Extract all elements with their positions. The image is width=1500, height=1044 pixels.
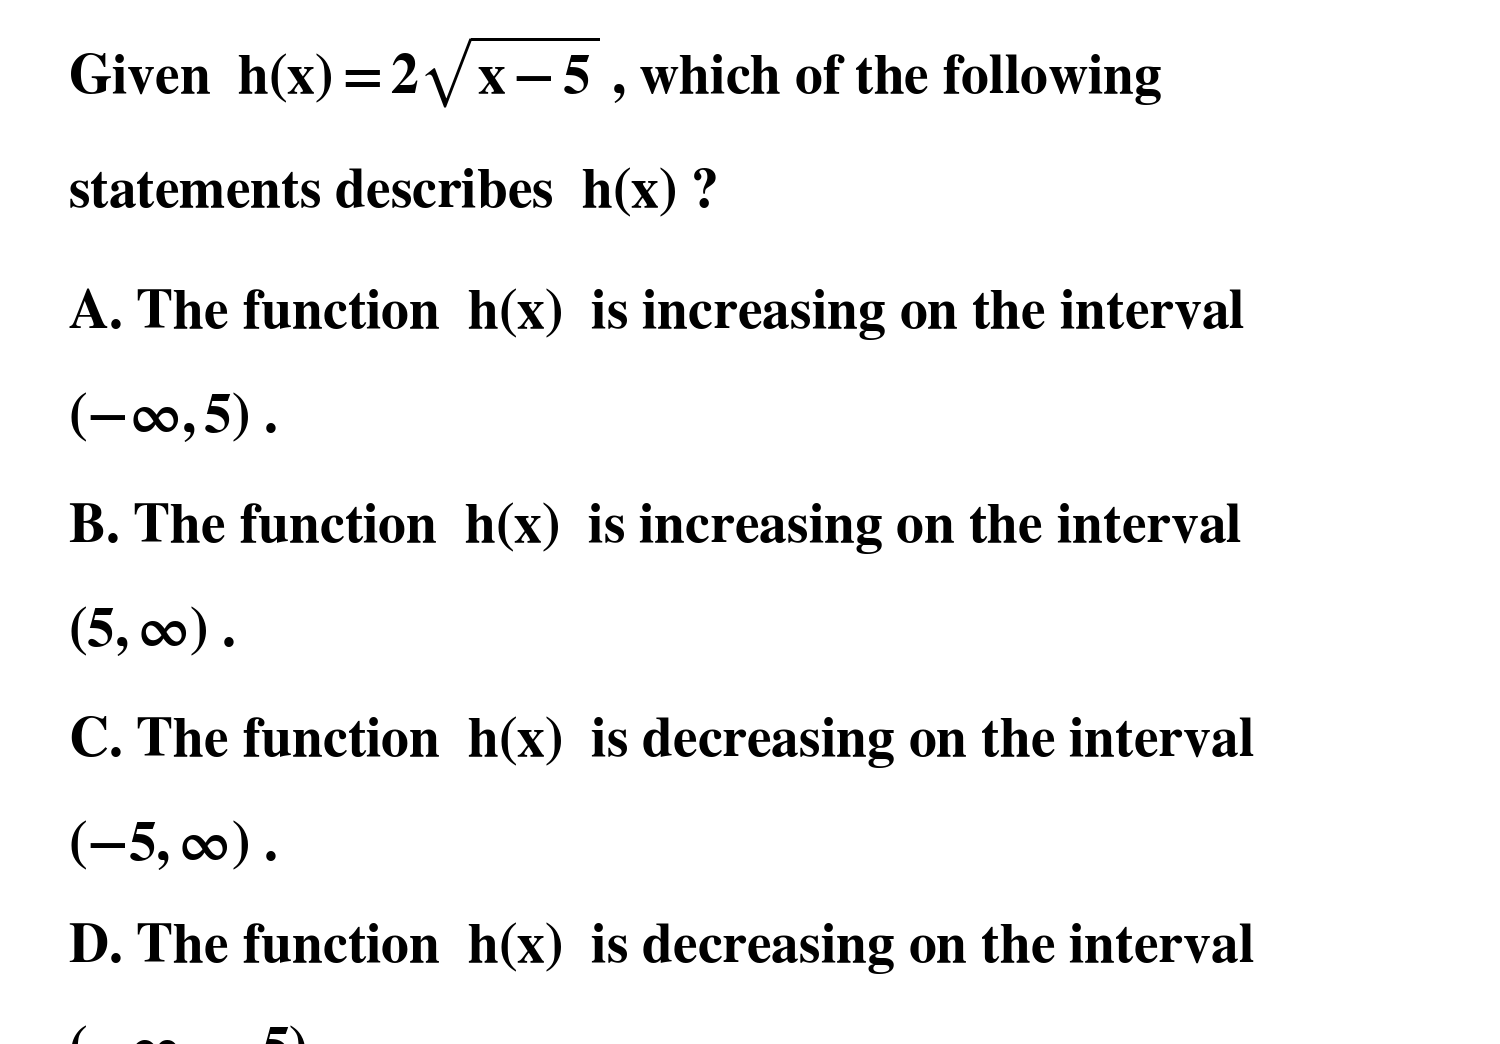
Text: B. The function  $\mathbf{h(x)}$  is increasing on the interval: B. The function $\mathbf{h(x)}$ is incre… [68,500,1242,556]
Text: $\mathbf{(-\infty, -5)}$ .: $\mathbf{(-\infty, -5)}$ . [68,1024,334,1044]
Text: $\mathbf{(5, \infty)}$ .: $\mathbf{(5, \infty)}$ . [68,604,236,658]
Text: statements describes  $\mathbf{h(x)}$ ?: statements describes $\mathbf{h(x)}$ ? [68,166,717,219]
Text: $\mathbf{(-\infty, 5)}$ .: $\mathbf{(-\infty, 5)}$ . [68,390,276,444]
Text: A. The function  $\mathbf{h(x)}$  is increasing on the interval: A. The function $\mathbf{h(x)}$ is incre… [68,286,1245,342]
Text: C. The function  $\mathbf{h(x)}$  is decreasing on the interval: C. The function $\mathbf{h(x)}$ is decre… [68,714,1254,770]
Text: Given  $\mathbf{h(x) = 2\sqrt{x-5}}$ , which of the following: Given $\mathbf{h(x) = 2\sqrt{x-5}}$ , wh… [68,33,1162,110]
Text: $\mathbf{(-5, \infty)}$ .: $\mathbf{(-5, \infty)}$ . [68,818,276,872]
Text: D. The function  $\mathbf{h(x)}$  is decreasing on the interval: D. The function $\mathbf{h(x)}$ is decre… [68,920,1254,976]
